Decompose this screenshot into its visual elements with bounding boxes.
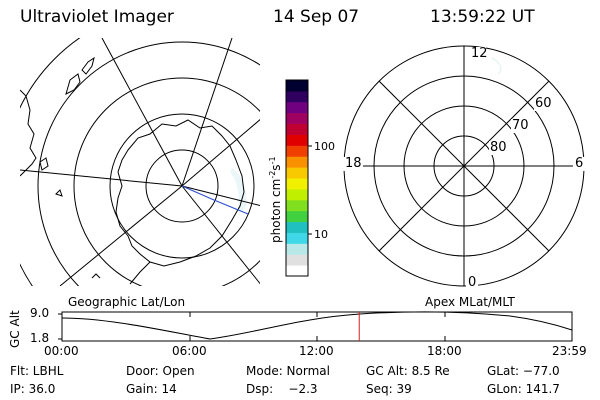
colorbar-unit-label: photon cm-2s-1 [268, 156, 283, 243]
status-glat: GLat: −77.0 [487, 364, 560, 378]
time-tick-1200: 12:00 [299, 344, 334, 358]
status-gc-alt: GC Alt: 8.5 Re [366, 364, 450, 378]
gc-alt-min-label: 1.8 [30, 331, 50, 345]
instrument-title: Ultraviolet Imager [20, 7, 174, 27]
colorbar-band [286, 265, 308, 277]
colorbar-band [286, 199, 308, 212]
colorbar-band [286, 232, 308, 244]
geographic-map [20, 38, 260, 286]
lat-60-label: 60 [535, 96, 552, 111]
colorbar-band [286, 156, 308, 168]
colorbar-tick-100: 100 [314, 140, 335, 153]
colorbar-band [286, 123, 308, 135]
colorbar-band [286, 80, 308, 92]
colorbar-band [286, 112, 308, 125]
mlt-12-label: 12 [471, 46, 488, 61]
colorbar-band [286, 134, 308, 146]
time-label: 13:59:22 UT [430, 7, 535, 27]
colorbar-band [286, 167, 308, 179]
colorbar-band [286, 254, 308, 266]
status-seq: Seq: 39 [366, 382, 412, 396]
apex-caption: Apex MLat/MLT [425, 295, 515, 309]
colorbar [286, 80, 308, 277]
status-mode: Mode: Normal [246, 364, 330, 378]
status-glon: GLon: 141.7 [487, 382, 560, 396]
colorbar-band [286, 188, 308, 201]
geographic-caption: Geographic Lat/Lon [68, 295, 186, 309]
time-tick-2359: 23:59 [552, 344, 587, 358]
lat-70-label: 70 [512, 118, 529, 133]
colorbar-band [286, 243, 308, 255]
time-tick-1800: 18:00 [427, 344, 462, 358]
colorbar-band [286, 178, 308, 190]
status-gain: Gain: 14 [126, 382, 177, 396]
status-dsp: Dsp: −2.3 [246, 382, 318, 396]
mlt-0-label: 0 [468, 275, 477, 290]
gc-alt-max-label: 9.0 [30, 306, 50, 320]
colorbar-band [286, 90, 308, 103]
mlt-18-label: 18 [345, 156, 362, 171]
apex-map [343, 45, 585, 287]
time-tick-0600: 06:00 [172, 344, 207, 358]
colorbar-band [286, 221, 308, 233]
time-tick-0000: 00:00 [44, 344, 79, 358]
gc-alt-axis-label: GC Alt [8, 310, 22, 348]
colorbar-tick-10: 10 [314, 228, 328, 241]
colorbar-band [286, 210, 308, 223]
colorbar-band [286, 145, 308, 157]
date-label: 14 Sep 07 [273, 7, 360, 27]
altitude-strip [58, 311, 573, 342]
status-door: Door: Open [126, 364, 195, 378]
mlt-6-label: 6 [575, 156, 584, 171]
status-ip: IP: 36.0 [10, 382, 56, 396]
lat-80-label: 80 [490, 140, 507, 155]
colorbar-band [286, 101, 308, 114]
status-filter: Flt: LBHL [10, 364, 64, 378]
